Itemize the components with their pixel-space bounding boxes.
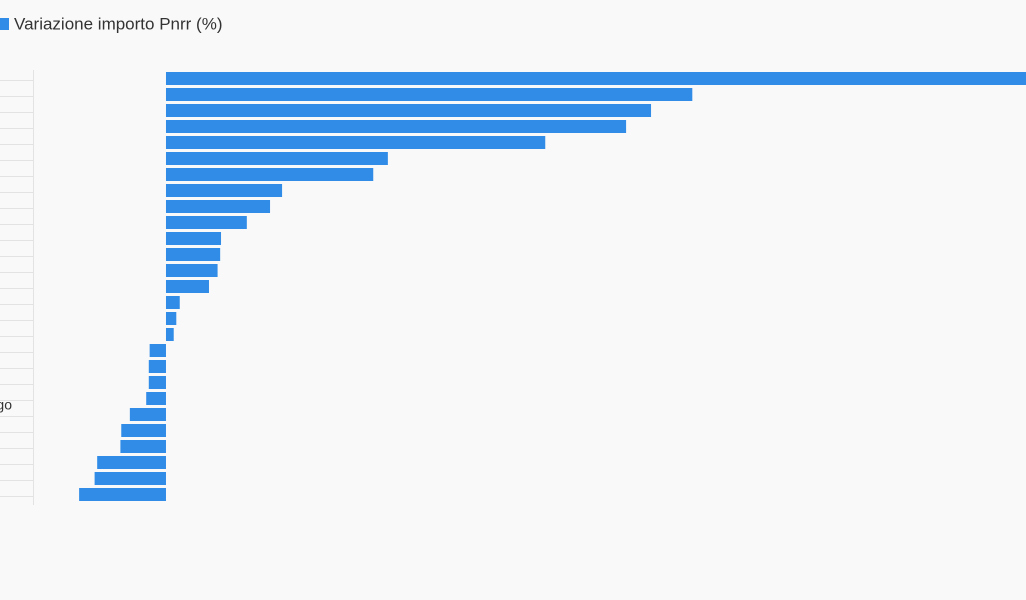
bar <box>146 392 166 405</box>
bar <box>165 312 177 325</box>
y-tick-label: go <box>0 397 12 413</box>
bar <box>165 104 652 117</box>
bar <box>165 200 271 213</box>
bar <box>129 408 166 421</box>
bar <box>165 296 180 309</box>
bar <box>165 216 247 229</box>
bar <box>165 280 209 293</box>
bar <box>165 168 374 181</box>
bar <box>165 328 174 341</box>
bar <box>79 488 166 501</box>
bar <box>165 120 627 133</box>
bar <box>165 136 546 149</box>
bar <box>165 264 218 277</box>
bar <box>149 344 166 357</box>
bar <box>165 184 283 197</box>
bar <box>165 88 693 101</box>
bar <box>121 424 166 437</box>
legend-swatch <box>0 18 9 30</box>
bar <box>97 456 166 469</box>
bar <box>148 360 166 373</box>
bar <box>120 440 166 453</box>
bar <box>165 232 222 245</box>
bar <box>165 248 221 261</box>
bar <box>94 472 166 485</box>
bar <box>165 152 388 165</box>
bar <box>165 72 1026 85</box>
legend-label: Variazione importo Pnrr (%) <box>14 14 222 33</box>
bar <box>148 376 166 389</box>
